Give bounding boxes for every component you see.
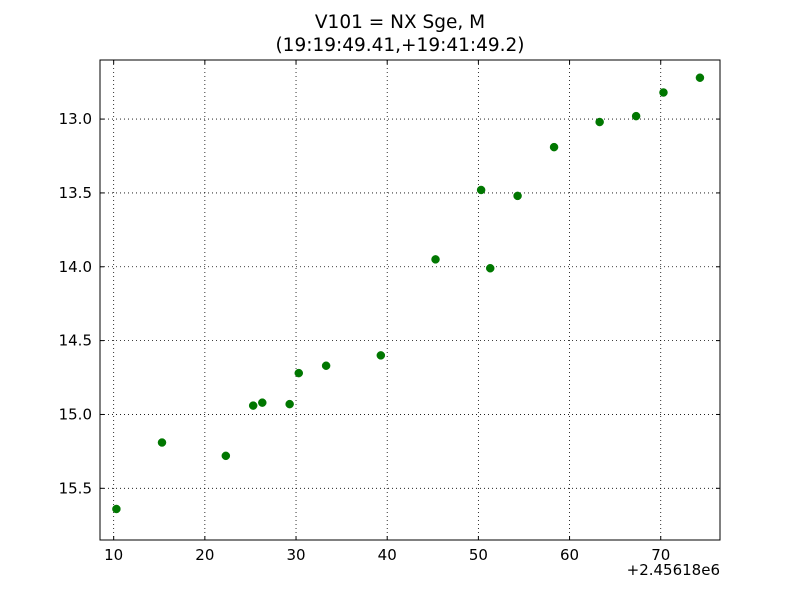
- data-point: [294, 368, 304, 378]
- x-tick-label: 50: [469, 546, 488, 564]
- data-point: [476, 185, 486, 195]
- axis-ticks: 10 20 30 40 50 60 70 13.0 13.5 14.0 14.5 15.0 15.5: [59, 60, 720, 564]
- y-tick-label: 14.5: [59, 332, 92, 350]
- y-tick-label: 14.0: [59, 258, 92, 276]
- x-tick-label: 60: [560, 546, 579, 564]
- grid: [100, 60, 720, 540]
- data-point: [595, 117, 604, 127]
- data-point: [376, 351, 386, 360]
- y-tick-label: 15.0: [59, 405, 92, 423]
- chart-title: V101 = NX Sge, M: [314, 12, 486, 33]
- data-point: [695, 73, 705, 82]
- data-point: [513, 191, 522, 201]
- data-point: [659, 88, 668, 97]
- x-tick-label: 70: [651, 546, 670, 564]
- chart-subtitle: (19:19:49.41,+19:41:49.2): [275, 35, 525, 56]
- x-tick-label: 10: [104, 546, 123, 564]
- data-point: [631, 111, 641, 121]
- data-point: [431, 255, 440, 264]
- y-tick-label: 15.5: [59, 479, 92, 497]
- y-tick-label: 13.5: [59, 184, 92, 202]
- x-tick-label: 20: [195, 546, 214, 564]
- data-point: [248, 401, 258, 410]
- data-point: [549, 142, 559, 152]
- y-tick-label: 13.0: [59, 110, 92, 128]
- data-point: [485, 263, 495, 273]
- data-point: [221, 451, 231, 461]
- x-axis-offset-label: +2.45618e6: [627, 561, 720, 579]
- data-point: [112, 504, 121, 514]
- data-point: [157, 438, 167, 447]
- data-point: [285, 399, 294, 409]
- x-tick-label: 40: [378, 546, 397, 564]
- plot-area-frame: [99, 59, 721, 541]
- x-tick-label: 30: [286, 546, 305, 564]
- data-point: [258, 398, 267, 407]
- data-point: [321, 361, 331, 370]
- data-points: [112, 73, 705, 514]
